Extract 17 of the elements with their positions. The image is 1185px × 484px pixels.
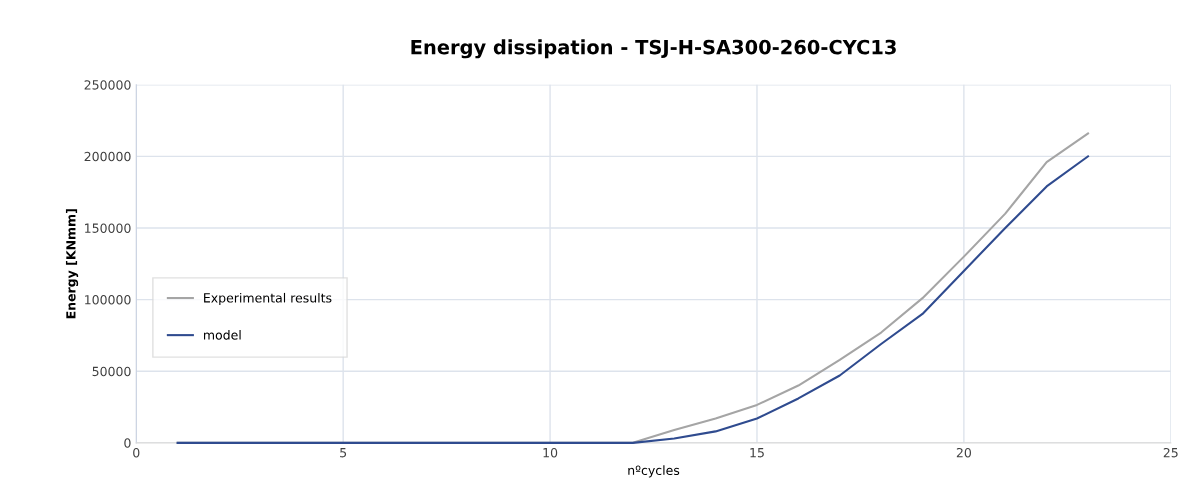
y-tick-label: 250000 xyxy=(84,80,131,90)
x-axis-title: nºcycles xyxy=(628,465,680,478)
y-tick-label: 50000 xyxy=(92,366,131,377)
x-tick-label: 10 xyxy=(543,447,558,458)
x-tick-label: 0 xyxy=(133,447,140,458)
legend-label: model xyxy=(204,330,241,340)
y-tick-label: 200000 xyxy=(84,151,131,162)
y-tick-label: 150000 xyxy=(85,223,131,233)
y-tick-label: 100000 xyxy=(85,295,131,305)
x-tick-label: 15 xyxy=(750,448,764,458)
y-tick-label: 0 xyxy=(124,438,131,448)
x-tick-label: 5 xyxy=(340,448,347,458)
chart-title: Energy dissipation - TSJ-H-SA300-260-CYC13 xyxy=(411,39,896,59)
x-tick-label: 20 xyxy=(956,447,971,458)
y-axis-title: Energy [KNmm] xyxy=(65,209,79,319)
legend-label: Experimental results xyxy=(204,292,332,305)
x-tick-label: 25 xyxy=(1163,447,1178,458)
